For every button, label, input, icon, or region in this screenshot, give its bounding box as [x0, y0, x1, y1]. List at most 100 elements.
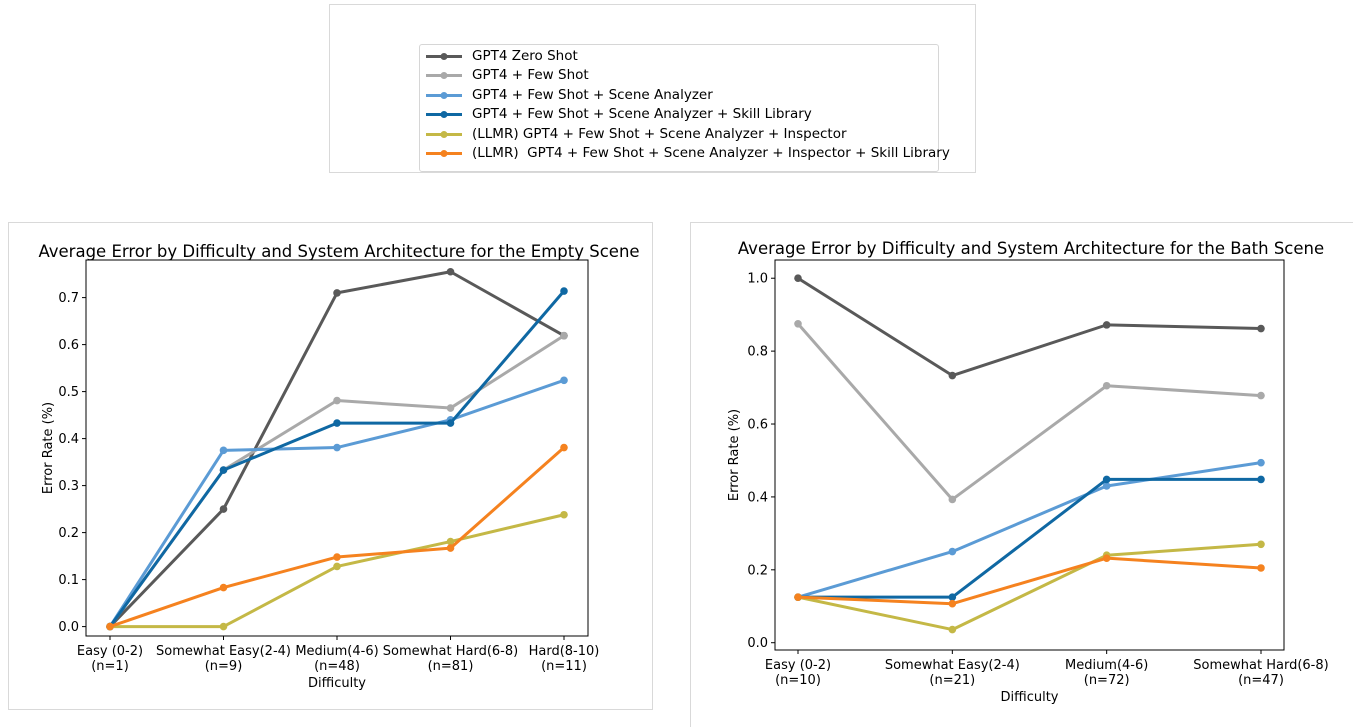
y-tick-label: 0.6 — [747, 418, 768, 433]
y-tick-label: 0.4 — [58, 432, 79, 447]
chart-title: Average Error by Difficulty and System A… — [738, 239, 1324, 258]
legend-swatch-llmr-full — [426, 150, 462, 157]
y-tick-label: 0.2 — [58, 526, 79, 541]
series-gpt4-few-shot — [106, 331, 568, 631]
plot-frame — [774, 259, 1285, 651]
series-llmr-gpt4-few-shot-scene-analyzer-inspector — [794, 540, 1265, 634]
data-point — [1257, 475, 1265, 484]
series-line — [796, 556, 1263, 606]
data-point — [446, 537, 455, 546]
x-axis-label: Difficulty — [1001, 690, 1059, 705]
data-point — [948, 593, 957, 601]
data-point — [1102, 475, 1111, 484]
data-point — [794, 319, 802, 328]
data-point — [219, 466, 228, 474]
x-tick-label: Somewhat Hard(6-8) (n=81) — [383, 644, 518, 674]
series-line — [108, 289, 566, 629]
legend-label-gpt4-few-shot: GPT4 + Few Shot — [472, 67, 589, 83]
series-llmr-gpt4-few-shot-scene-analyzer-inspector-skill-library — [106, 443, 568, 631]
data-point — [1102, 482, 1111, 490]
legend-item-gpt4-zero-shot: GPT4 Zero Shot — [420, 47, 938, 66]
series-gpt4-few-shot-scene-analyzer-skill-library — [106, 287, 568, 631]
series-line — [796, 461, 1263, 599]
data-point — [560, 376, 568, 385]
series-line — [796, 322, 1263, 501]
series-llmr-gpt4-few-shot-scene-analyzer-inspector — [106, 510, 568, 631]
y-tick-label: 0.8 — [747, 345, 768, 360]
data-point — [1102, 381, 1111, 390]
data-point — [333, 562, 341, 571]
legend: GPT4 Zero Shot GPT4 + Few Shot GPT4 + Fe… — [419, 44, 950, 172]
x-tick-label: Easy (0-2) (n=10) — [765, 658, 831, 688]
data-point — [446, 419, 455, 427]
data-point — [794, 593, 802, 601]
legend-item-gpt4-few-shot: GPT4 + Few Shot — [420, 66, 938, 85]
data-point — [106, 622, 114, 631]
bath-scene-chart: Average Error by Difficulty and System A… — [727, 239, 1329, 705]
data-point — [1102, 554, 1111, 562]
legend-swatch-gpt4-few-shot — [426, 72, 462, 79]
y-tick-label: 0.0 — [58, 620, 79, 635]
legend-item-llmr-full: (LLMR) GPT4 + Few Shot + Scene Analyzer … — [420, 144, 950, 163]
data-point — [794, 274, 802, 283]
legend-panel: GPT4 Zero Shot GPT4 + Few Shot GPT4 + Fe… — [329, 4, 976, 173]
series-line — [108, 334, 566, 629]
data-point — [948, 371, 957, 380]
legend-label-skill-library: GPT4 + Few Shot + Scene Analyzer + Skill… — [472, 106, 812, 122]
legend-label-llmr-full: (LLMR) GPT4 + Few Shot + Scene Analyzer … — [472, 145, 950, 161]
x-tick-label: Hard(8-10) (n=11) — [529, 644, 600, 674]
data-point — [446, 404, 455, 412]
data-point — [446, 544, 455, 552]
x-tick-label: Medium(4-6) (n=72) — [1065, 658, 1148, 688]
data-point — [1257, 540, 1265, 549]
y-tick-label: 0.0 — [747, 636, 768, 651]
legend-label-gpt4-zero-shot: GPT4 Zero Shot — [472, 48, 578, 64]
legend-item-scene-analyzer: GPT4 + Few Shot + Scene Analyzer — [420, 86, 938, 105]
legend-swatch-gpt4-zero-shot — [426, 53, 462, 60]
series-line — [796, 276, 1263, 378]
y-tick-label: 1.0 — [747, 272, 768, 287]
legend-item-llmr-inspector: (LLMR) GPT4 + Few Shot + Scene Analyzer … — [420, 125, 938, 144]
data-point — [948, 625, 957, 634]
series-line — [108, 378, 566, 629]
data-point — [1257, 324, 1265, 333]
legend-label-llmr-inspector: (LLMR) GPT4 + Few Shot + Scene Analyzer … — [472, 125, 847, 142]
data-point — [560, 331, 568, 340]
empty-scene-chart-panel: Average Error by Difficulty and System A… — [8, 222, 653, 710]
data-point — [948, 599, 957, 608]
series-gpt4-few-shot — [794, 319, 1265, 504]
data-point — [1257, 391, 1265, 400]
y-axis-label: Error Rate (%) — [41, 402, 56, 494]
series-line — [796, 477, 1263, 599]
y-tick-label: 0.6 — [58, 338, 79, 353]
series-llmr-gpt4-few-shot-scene-analyzer-inspector-skill-library — [794, 554, 1265, 608]
data-point — [1257, 458, 1265, 467]
empty-scene-chart: Average Error by Difficulty and System A… — [38, 242, 639, 691]
data-point — [1102, 321, 1111, 329]
data-point — [948, 547, 957, 556]
data-point — [333, 443, 341, 452]
data-point — [219, 446, 228, 455]
data-point — [560, 443, 568, 452]
chart-title: Average Error by Difficulty and System A… — [38, 242, 639, 261]
series-line — [796, 542, 1263, 632]
bath-scene-chart-panel: Average Error by Difficulty and System A… — [690, 222, 1353, 727]
data-point — [560, 287, 568, 295]
y-tick-label: 0.2 — [747, 563, 768, 578]
data-point — [219, 583, 228, 592]
data-point — [219, 505, 228, 513]
legend-swatch-llmr-inspector — [426, 130, 462, 138]
x-tick-label: Easy (0-2) (n=1) — [77, 644, 143, 674]
y-tick-label: 0.1 — [58, 573, 79, 588]
series-gpt4-few-shot-scene-analyzer — [106, 376, 568, 631]
legend-item-skill-library: GPT4 + Few Shot + Scene Analyzer + Skill… — [420, 105, 938, 124]
data-point — [1257, 564, 1265, 572]
y-tick-label: 0.3 — [58, 479, 79, 494]
data-point — [333, 553, 341, 561]
data-point — [560, 510, 568, 519]
x-tick-label: Somewhat Hard(6-8) (n=47) — [1193, 658, 1328, 688]
legend-label-scene-analyzer: GPT4 + Few Shot + Scene Analyzer — [472, 86, 713, 103]
legend-swatch-scene-analyzer — [426, 91, 462, 99]
data-point — [219, 622, 228, 631]
legend-swatch-skill-library — [426, 111, 462, 118]
